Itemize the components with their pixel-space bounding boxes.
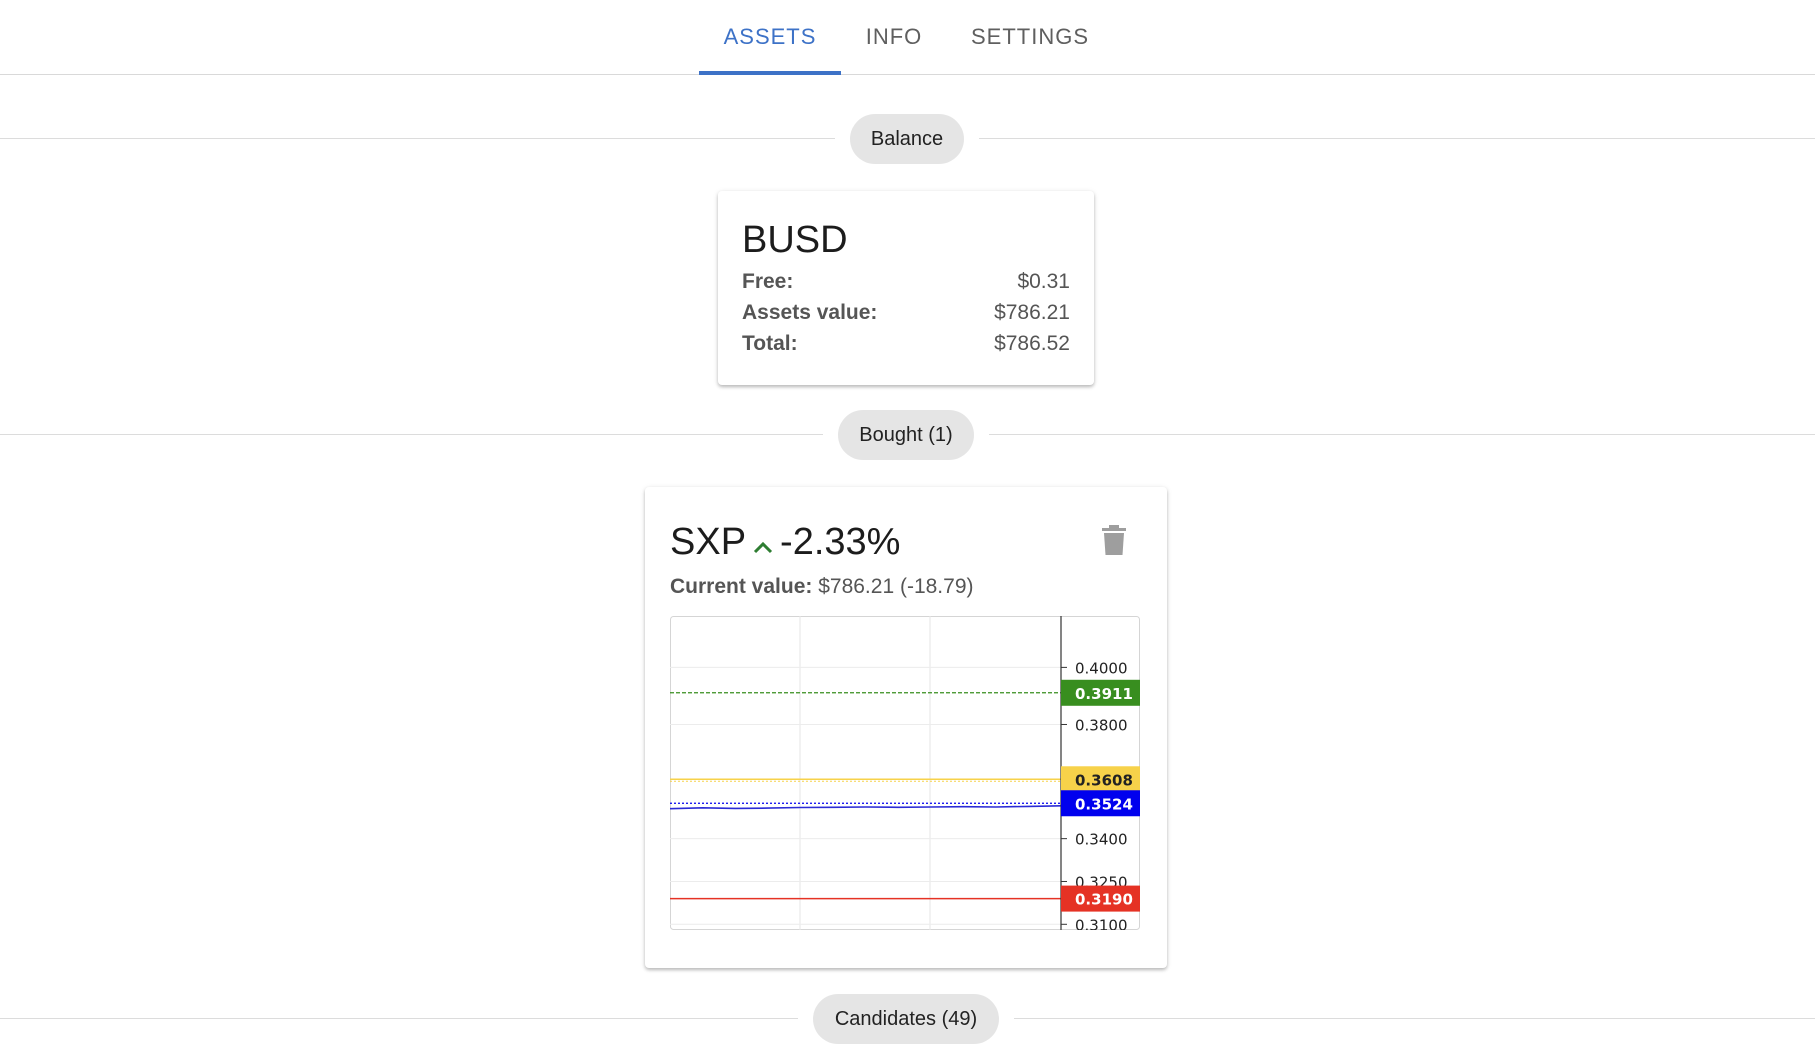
level-label: 0.3608 bbox=[1075, 771, 1133, 789]
balance-section-divider: Balance bbox=[0, 114, 1815, 164]
divider-line bbox=[1014, 1018, 1815, 1019]
total-label: Total: bbox=[742, 332, 798, 355]
balance-chip[interactable]: Balance bbox=[850, 114, 964, 164]
bought-section-divider: Bought (1) bbox=[0, 410, 1815, 460]
divider-line bbox=[0, 1018, 798, 1019]
level-label-background bbox=[1061, 885, 1140, 912]
current-value-line: Current value: $786.21 (-18.79) bbox=[670, 575, 974, 599]
tab-assets[interactable]: ASSETS bbox=[723, 24, 817, 49]
asset-card: SXP -2.33% Current value: $786.21 (-18.79… bbox=[645, 487, 1167, 968]
level-label-background bbox=[1061, 679, 1140, 706]
asset-change-percent: -2.33% bbox=[780, 521, 901, 563]
chevron-up-icon bbox=[752, 522, 774, 565]
tab-bar: ASSETS INFO SETTINGS bbox=[0, 0, 1815, 75]
delete-asset-button[interactable] bbox=[1101, 525, 1127, 560]
tab-settings[interactable]: SETTINGS bbox=[970, 24, 1089, 49]
balance-card: BUSD Free: $0.31 Assets value: $786.21 T… bbox=[718, 191, 1094, 385]
total-row: Total: $786.52 bbox=[742, 332, 1070, 356]
free-value: $0.31 bbox=[1017, 270, 1070, 293]
candidates-chip[interactable]: Candidates (49) bbox=[813, 994, 999, 1044]
level-label-background bbox=[1061, 766, 1140, 793]
asset-header: SXP -2.33% bbox=[670, 521, 900, 565]
y-tick-label: 0.4000 bbox=[1075, 659, 1128, 677]
trash-icon bbox=[1102, 525, 1126, 555]
y-tick-label: 0.3400 bbox=[1075, 831, 1128, 849]
free-label: Free: bbox=[742, 270, 794, 293]
assets-value-label: Assets value: bbox=[742, 301, 878, 324]
level-label: 0.3911 bbox=[1075, 685, 1133, 703]
assets-value-row: Assets value: $786.21 bbox=[742, 301, 1070, 325]
current-value-label: Current value: bbox=[670, 575, 813, 598]
candidates-section-divider: Candidates (49) bbox=[0, 994, 1815, 1044]
divider-line bbox=[0, 138, 835, 139]
price-chart[interactable]: 0.4000 0.3800 0.3400 0.3250 0.3100 0.3911 0.36… bbox=[670, 616, 1140, 930]
y-tick-label: 0.3100 bbox=[1075, 916, 1128, 930]
current-value: $786.21 (-18.79) bbox=[818, 575, 974, 598]
level-label: 0.3524 bbox=[1075, 795, 1133, 813]
asset-symbol: SXP bbox=[670, 521, 747, 563]
price-series-line bbox=[670, 805, 1062, 810]
level-label-background bbox=[1061, 790, 1140, 817]
free-row: Free: $0.31 bbox=[742, 270, 1070, 294]
divider-line bbox=[0, 434, 823, 435]
divider-line bbox=[979, 138, 1815, 139]
balance-currency-title: BUSD bbox=[742, 219, 848, 261]
y-tick-label: 0.3800 bbox=[1075, 716, 1128, 734]
tab-info[interactable]: INFO bbox=[865, 24, 923, 49]
active-tab-indicator bbox=[699, 71, 841, 75]
bought-chip[interactable]: Bought (1) bbox=[838, 410, 974, 460]
divider-line bbox=[989, 434, 1815, 435]
total-value: $786.52 bbox=[994, 332, 1070, 355]
level-label: 0.3190 bbox=[1075, 891, 1133, 909]
price-chart-svg[interactable]: 0.40000.38000.34000.32500.31000.39110.36… bbox=[670, 616, 1140, 930]
assets-value-value: $786.21 bbox=[994, 301, 1070, 324]
